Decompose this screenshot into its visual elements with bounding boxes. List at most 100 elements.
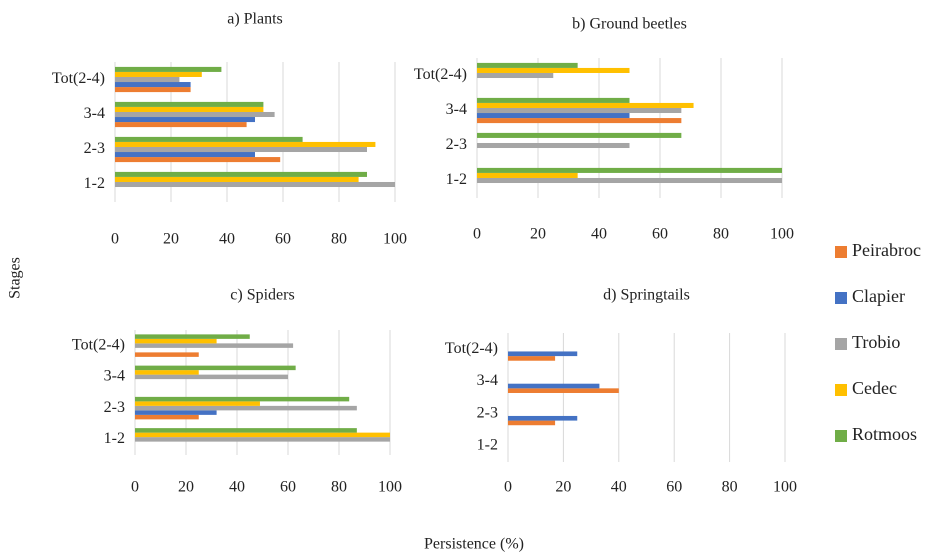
y-tick-label: Tot(2-4): [72, 336, 125, 353]
bar: [115, 106, 264, 112]
bar: [115, 141, 376, 147]
bar: [115, 157, 281, 163]
bar: [135, 428, 357, 433]
bar: [135, 338, 217, 344]
bar: [115, 117, 255, 123]
bar: [115, 82, 191, 88]
y-tick-label: Tot(2-4): [414, 66, 467, 83]
bar: [508, 388, 619, 393]
x-tick-label: 40: [611, 479, 627, 496]
x-tick-label: 100: [383, 231, 407, 248]
y-tick-label: Tot(2-4): [445, 340, 498, 357]
bar: [135, 432, 390, 438]
bar: [115, 122, 247, 128]
x-tick-label: 20: [530, 226, 546, 243]
legend-swatch: [835, 384, 847, 396]
y-tick-label: 2-3: [104, 399, 125, 416]
bar: [508, 351, 578, 357]
x-tick-label: 0: [131, 479, 139, 496]
legend-label: Clapier: [852, 286, 905, 306]
x-tick-label: 20: [178, 479, 194, 496]
x-tick-label: 80: [331, 231, 347, 248]
x-tick-label: 80: [713, 226, 729, 243]
bar: [135, 396, 350, 402]
y-tick-label: 2-3: [446, 136, 467, 153]
bar: [135, 405, 357, 411]
bar: [115, 136, 303, 142]
x-tick-label: 40: [229, 479, 245, 496]
bar: [477, 167, 782, 173]
x-tick-label: 0: [111, 231, 119, 248]
y-tick-label: 3-4: [104, 368, 125, 385]
bar: [477, 67, 630, 73]
bar: [115, 76, 180, 83]
y-tick-label: 1-2: [477, 437, 498, 454]
bar: [115, 87, 191, 93]
legend-swatch: [835, 430, 847, 442]
bar: [477, 62, 578, 68]
legend-label: Peirabroc: [852, 240, 921, 260]
bar: [477, 142, 630, 149]
y-tick-label: Tot(2-4): [52, 70, 105, 87]
x-tick-label: 0: [504, 479, 512, 496]
bar: [135, 365, 296, 371]
legend-label: Rotmoos: [852, 424, 917, 444]
y-tick-label: 3-4: [477, 372, 498, 389]
x-tick-label: 0: [473, 226, 481, 243]
y-tick-label: 1-2: [446, 171, 467, 188]
x-tick-label: 80: [331, 479, 347, 496]
bar: [135, 374, 288, 380]
bar: [477, 172, 578, 178]
x-tick-label: 100: [773, 479, 797, 496]
bar: [477, 102, 694, 108]
bar: [135, 334, 250, 339]
chart-title: c) Spiders: [230, 287, 294, 304]
y-tick-label: 1-2: [104, 430, 125, 447]
bar: [135, 352, 199, 357]
bar: [115, 152, 255, 158]
bar: [508, 356, 556, 361]
bar: [135, 401, 260, 406]
bar: [115, 171, 367, 177]
bar: [135, 414, 199, 420]
x-tick-label: 80: [722, 479, 738, 496]
legend-swatch: [835, 338, 847, 350]
bar: [135, 343, 294, 348]
bar: [477, 132, 682, 138]
bar: [477, 118, 682, 124]
x-tick-label: 100: [770, 226, 794, 243]
bar: [477, 97, 630, 103]
bar: [508, 383, 600, 389]
y-tick-label: 3-4: [84, 105, 105, 122]
x-axis-label: Persistence (%): [424, 536, 524, 553]
bar: [477, 107, 682, 114]
bar: [508, 415, 578, 421]
legend-swatch: [835, 292, 847, 304]
bar: [115, 146, 367, 153]
bar: [477, 113, 630, 119]
x-tick-label: 100: [378, 479, 402, 496]
bar: [508, 420, 556, 426]
x-tick-label: 40: [591, 226, 607, 243]
legend-label: Cedec: [852, 378, 897, 398]
x-tick-label: 60: [275, 231, 291, 248]
x-tick-label: 20: [555, 479, 571, 496]
bar: [135, 410, 217, 415]
bar: [115, 181, 395, 188]
legend-swatch: [835, 246, 847, 258]
chart-title: d) Springtails: [603, 287, 690, 304]
x-tick-label: 20: [163, 231, 179, 248]
bar: [477, 72, 554, 79]
bar: [115, 176, 359, 182]
chart-title: b) Ground beetles: [572, 16, 687, 33]
y-tick-label: 2-3: [477, 404, 498, 421]
y-tick-label: 3-4: [446, 101, 467, 118]
bar: [115, 66, 222, 72]
y-tick-label: 1-2: [84, 175, 105, 192]
bar: [115, 111, 275, 118]
y-tick-label: 2-3: [84, 140, 105, 157]
legend-label: Trobio: [852, 332, 900, 352]
bar: [135, 437, 390, 442]
x-tick-label: 60: [666, 479, 682, 496]
